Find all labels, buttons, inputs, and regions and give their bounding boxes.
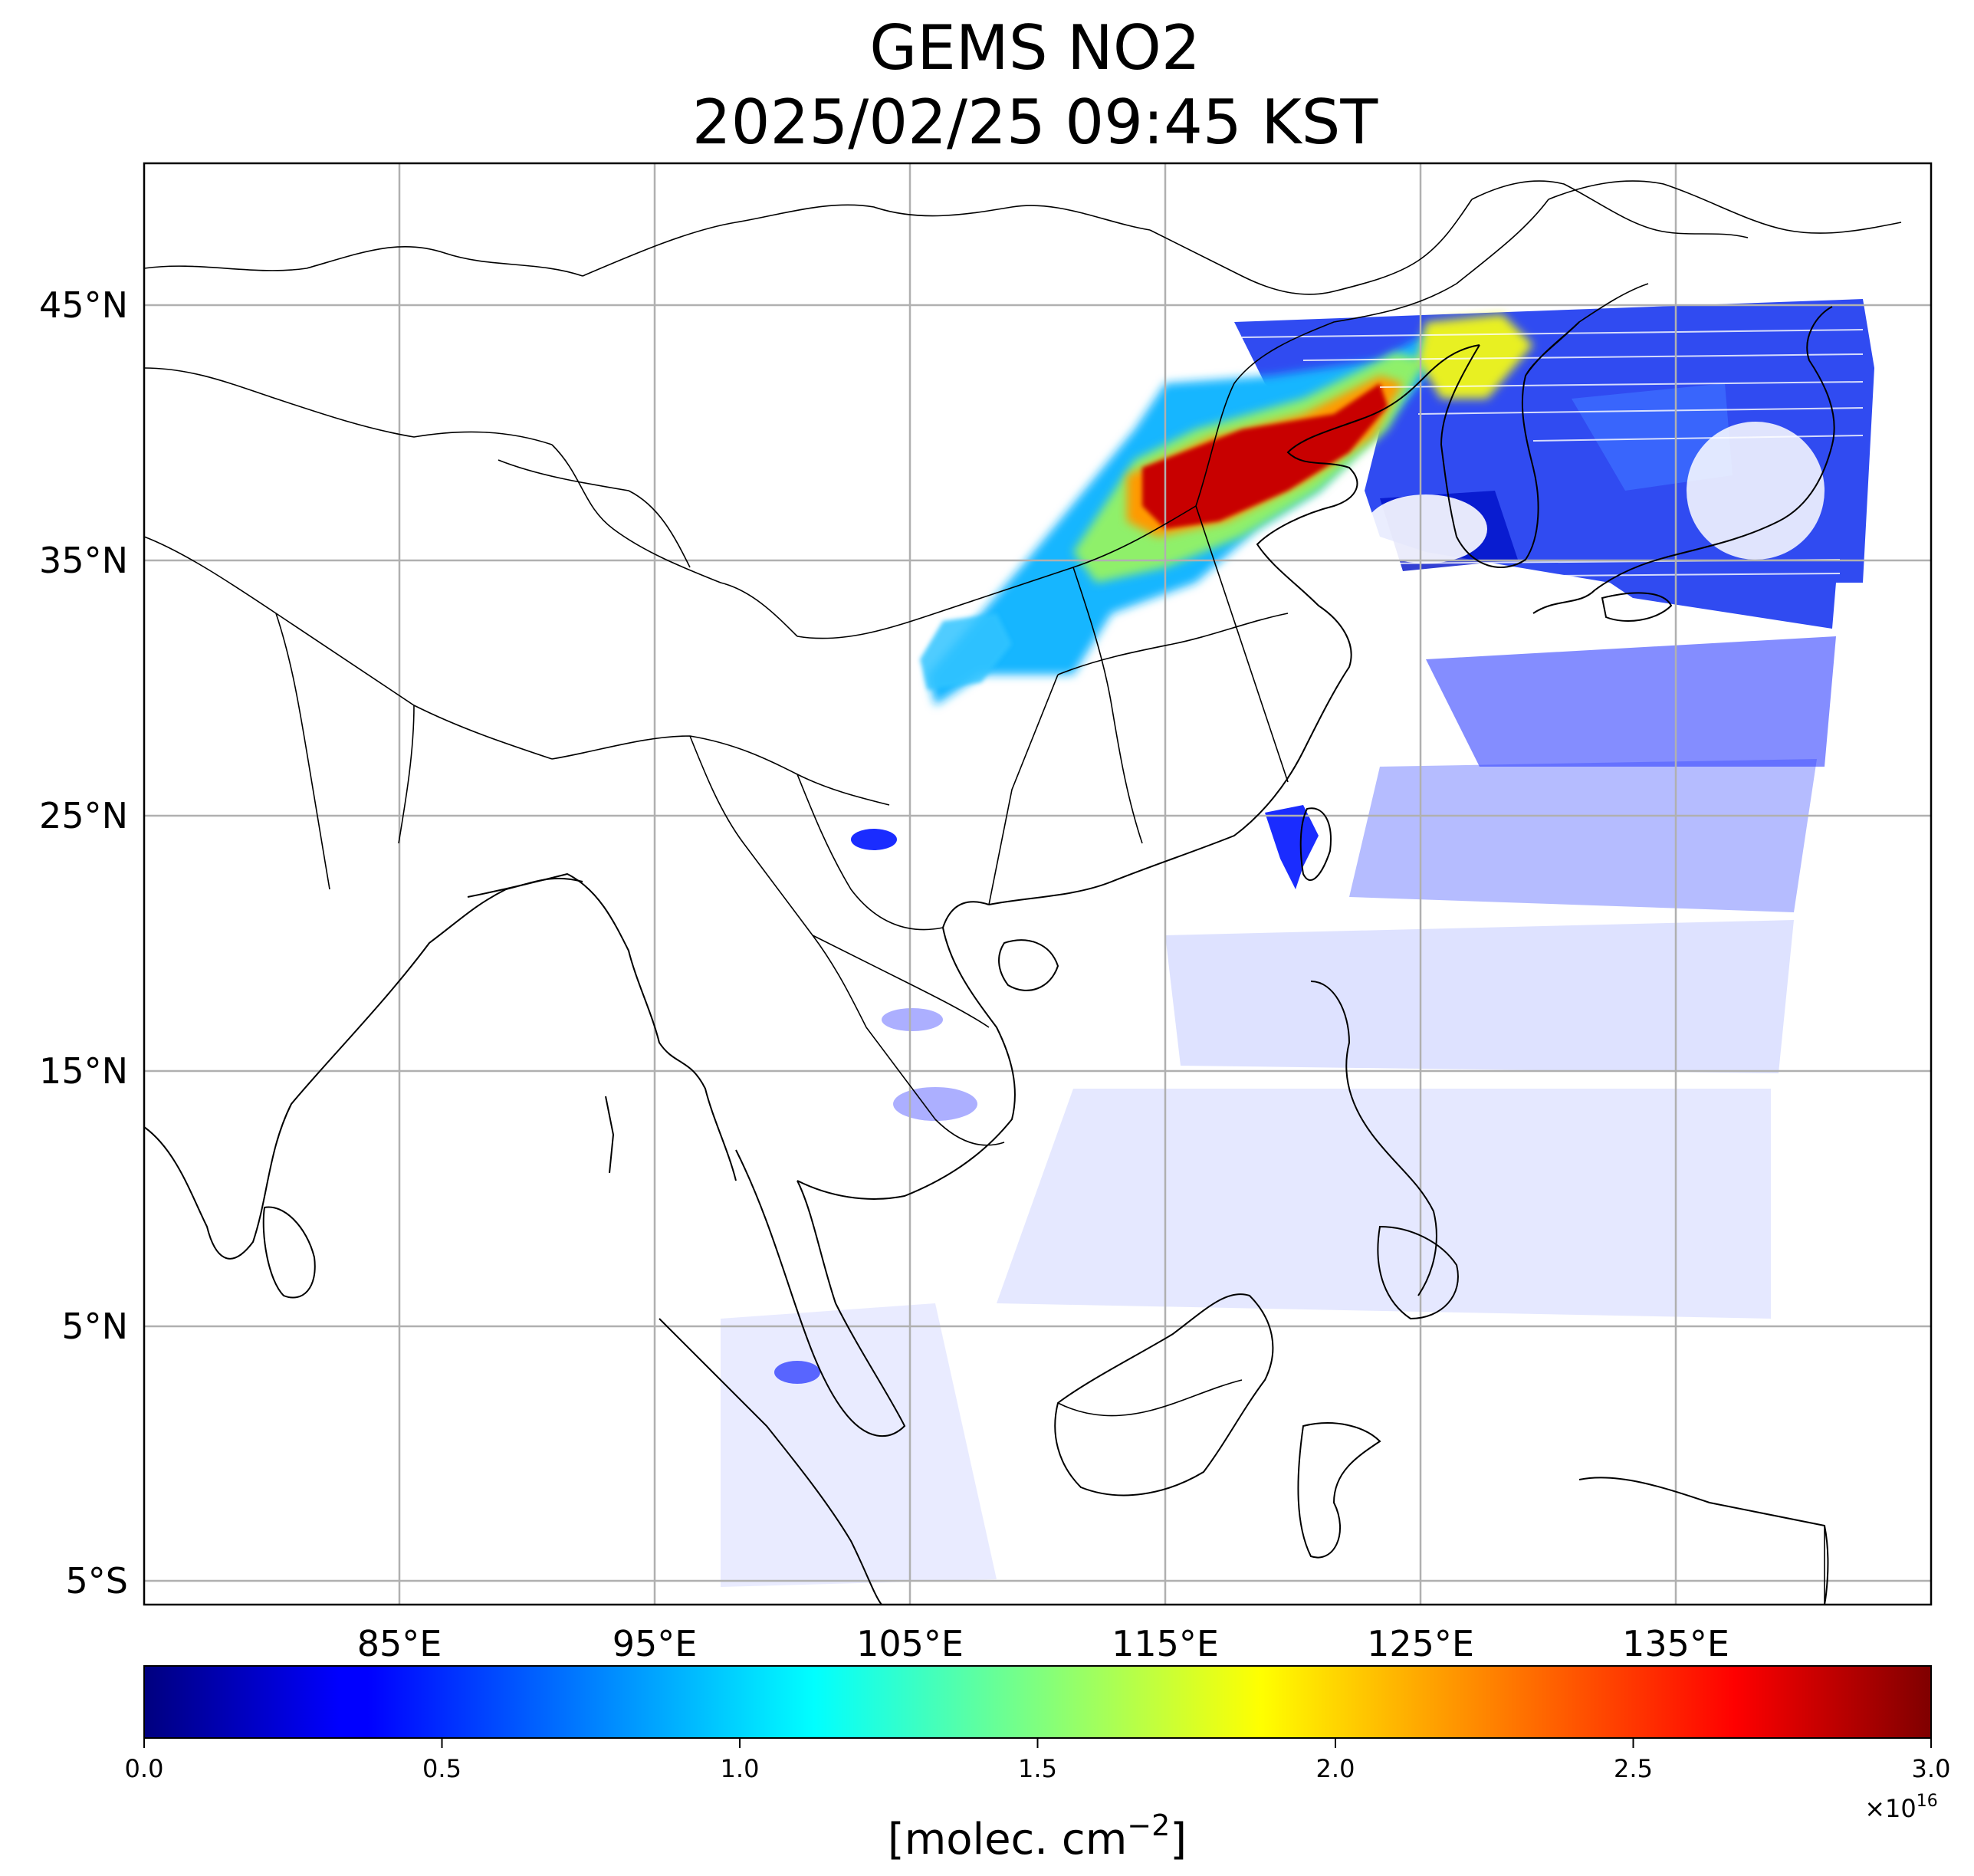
map-panel[interactable]: [143, 162, 1933, 1606]
colorbar-tick-label: 0.0: [125, 1754, 164, 1783]
coastline-new-guinea: [1578, 1477, 1829, 1605]
coastlines: [144, 306, 1835, 1605]
coastline-south-china: [988, 605, 1352, 905]
lat-tick-label: 25°N: [39, 795, 128, 836]
lon-tick-label: 115°E: [1112, 1623, 1219, 1664]
no2-taiwan: [1265, 805, 1319, 889]
title-line-1: GEMS NO2: [869, 12, 1200, 84]
coastline-shikoku: [1601, 592, 1673, 622]
cloud-gap: [1365, 494, 1487, 563]
colorbar: 0.0 0.5 1.0 1.5 2.0 2.5 3.0 ×1016 [molec…: [125, 1665, 1951, 1865]
lat-tick-label: 5°S: [66, 1560, 128, 1602]
lat-tick-label: 15°N: [39, 1050, 128, 1092]
lat-axis: 45°N 35°N 25°N 15°N 5°N 5°S: [39, 284, 128, 1602]
coastline-east-china: [1256, 344, 1480, 606]
coastline-sri-lanka: [262, 1206, 316, 1299]
coastline-sulawesi: [1297, 1422, 1381, 1559]
colorbar-tick-label: 1.0: [721, 1754, 760, 1783]
no2-swath-sea: [997, 1089, 1771, 1319]
lon-axis: 85°E 95°E 105°E 115°E 125°E 135°E: [357, 1623, 1729, 1664]
no2-patch: [893, 1087, 977, 1121]
no2-swath: [721, 299, 1874, 1587]
colorbar-label: [molec. cm−2]: [888, 1809, 1187, 1865]
title-line-2: 2025/02/25 09:45 KST: [692, 87, 1379, 158]
lon-tick-label: 135°E: [1622, 1623, 1729, 1664]
lat-tick-label: 5°N: [61, 1306, 128, 1347]
lon-tick-label: 85°E: [357, 1623, 442, 1664]
colorbar-tick-label: 2.5: [1614, 1754, 1653, 1783]
colorbar-tick-label: 0.5: [422, 1754, 461, 1783]
lon-tick-label: 125°E: [1367, 1623, 1474, 1664]
coastline-malay: [735, 1149, 906, 1437]
colorbar-tick-label: 2.0: [1316, 1754, 1355, 1783]
lon-tick-label: 95°E: [613, 1623, 698, 1664]
coastline-myanmar: [467, 872, 737, 1181]
no2-plume-cyan-sw: [920, 613, 1012, 690]
colorbar-gradient: [143, 1665, 1932, 1739]
coastline-india: [144, 877, 583, 1260]
coastline-korea: [1440, 321, 1580, 568]
coastline-andaman: [605, 1096, 615, 1174]
coastline-philippines: [1310, 981, 1437, 1296]
colorbar-tick-label: 3.0: [1912, 1754, 1951, 1783]
coastline-sumatra: [659, 1318, 882, 1605]
colorbar-scale-factor: ×1016: [1864, 1792, 1938, 1823]
lat-tick-label: 35°N: [39, 540, 128, 581]
gridlines: [144, 163, 1931, 1605]
coastline-borneo: [1054, 1293, 1274, 1497]
coastline-hainan: [998, 939, 1059, 991]
no2-patch: [774, 1361, 820, 1384]
no2-swath-sea: [1349, 759, 1817, 912]
no2-plume-red: [1142, 383, 1388, 529]
no2-swath-sea: [1426, 636, 1836, 767]
no2-patch: [851, 829, 897, 850]
cloud-gap: [1687, 422, 1825, 560]
no2-swath-sea: [1165, 920, 1794, 1073]
scan-lines: [1241, 329, 1864, 577]
colorbar-ticks: [143, 1738, 1932, 1748]
lon-tick-label: 105°E: [856, 1623, 964, 1664]
coastline-japan: [1532, 306, 1835, 614]
borders: [144, 180, 1902, 1605]
coastline-taiwan: [1299, 807, 1332, 881]
no2-patch: [882, 1008, 943, 1031]
coastline-mindanao: [1377, 1225, 1459, 1320]
colorbar-tick-label: 1.5: [1018, 1754, 1057, 1783]
lat-tick-label: 45°N: [39, 284, 128, 326]
map-frame: [143, 162, 1933, 1606]
